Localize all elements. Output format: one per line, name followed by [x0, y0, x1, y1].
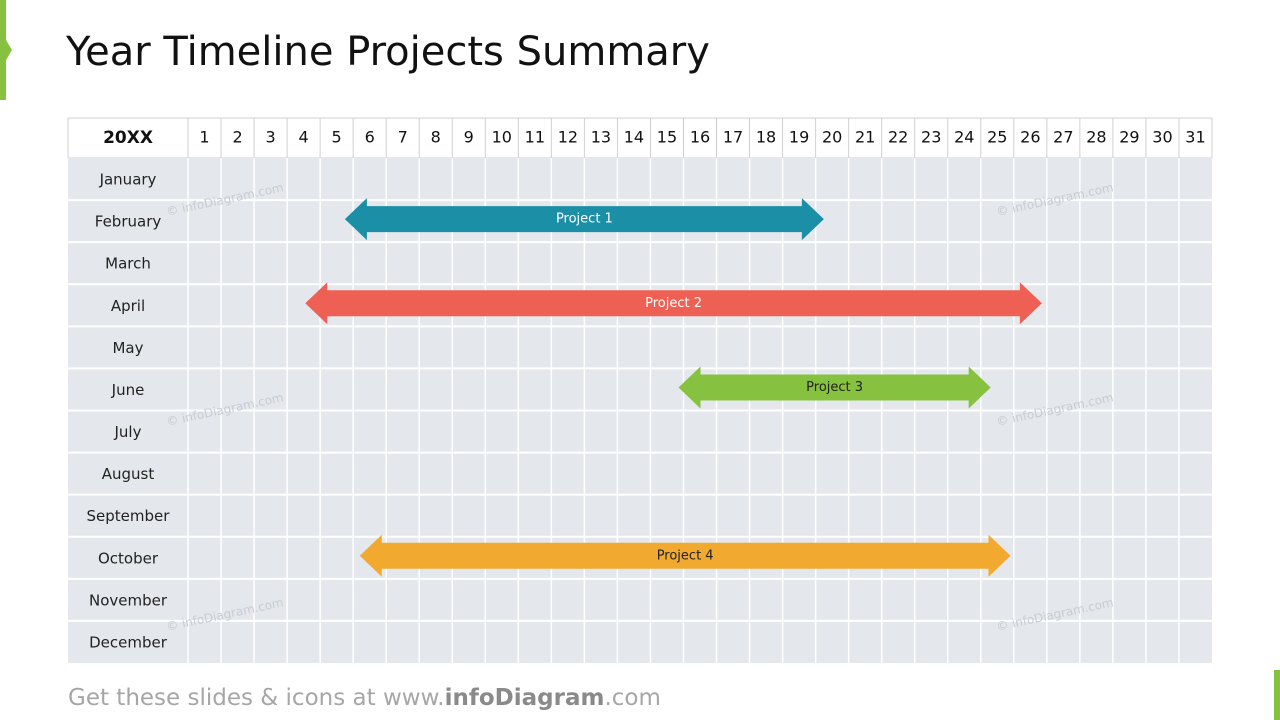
- day-label: 6: [365, 128, 375, 147]
- footer-brand: infoDiagram: [445, 685, 605, 711]
- day-label: 1: [199, 128, 209, 147]
- day-label: 14: [624, 128, 644, 147]
- footer: Get these slides & icons at www.infoDiag…: [68, 685, 661, 711]
- slide-title: Year Timeline Projects Summary: [65, 29, 710, 75]
- day-label: 3: [265, 128, 275, 147]
- month-label: August: [102, 465, 155, 483]
- day-label: 27: [1053, 128, 1073, 147]
- timeline-table: 20XX 1 2 3 4 5 6 7 8 9 10 11 12 13 14 15 16 17 18 19 20 21 22 2…: [67, 117, 1213, 663]
- accent-tip: [6, 40, 12, 60]
- day-label: 11: [525, 128, 545, 147]
- month-label: March: [105, 255, 151, 273]
- day-label: 26: [1020, 128, 1040, 147]
- day-label: 24: [954, 128, 974, 147]
- day-label: 10: [492, 128, 512, 147]
- project-label: Project 3: [806, 380, 863, 395]
- day-label: 2: [232, 128, 242, 147]
- day-label: 20: [822, 128, 842, 147]
- month-label: April: [111, 297, 145, 315]
- month-label: February: [95, 213, 162, 231]
- month-label: November: [89, 591, 168, 609]
- day-label: 29: [1119, 128, 1139, 147]
- day-label: 17: [723, 128, 743, 147]
- month-label: January: [99, 171, 157, 189]
- project-label: Project 4: [657, 548, 714, 563]
- accent-bar: [0, 0, 6, 100]
- day-label: 21: [855, 128, 875, 147]
- day-label: 8: [431, 128, 441, 147]
- footer-text: .com: [604, 685, 660, 711]
- month-label: September: [87, 507, 171, 525]
- accent-bar: [1274, 670, 1280, 720]
- day-label: 5: [332, 128, 342, 147]
- day-label: 19: [789, 128, 809, 147]
- day-label: 22: [888, 128, 908, 147]
- year-label: 20XX: [103, 128, 153, 148]
- day-label: 12: [558, 128, 578, 147]
- project-label: Project 2: [645, 296, 702, 311]
- day-label: 16: [690, 128, 710, 147]
- project-label: Project 1: [556, 212, 613, 227]
- month-label: June: [111, 381, 145, 399]
- day-label: 25: [987, 128, 1007, 147]
- project-arrow: [678, 366, 991, 409]
- project-arrow: [359, 534, 1011, 577]
- day-label: 13: [591, 128, 611, 147]
- month-label: December: [89, 633, 168, 651]
- day-label: 31: [1185, 128, 1205, 147]
- month-label: October: [98, 549, 159, 567]
- day-label: 4: [299, 128, 309, 147]
- project-arrow: [344, 198, 824, 241]
- day-label: 15: [657, 128, 677, 147]
- day-label: 9: [464, 128, 474, 147]
- project-arrow: [305, 282, 1042, 325]
- day-label: 28: [1086, 128, 1106, 147]
- day-label: 18: [756, 128, 776, 147]
- day-label: 7: [398, 128, 408, 147]
- day-label: 23: [921, 128, 941, 147]
- footer-text: Get these slides & icons at www.: [68, 685, 445, 711]
- day-label: 30: [1152, 128, 1172, 147]
- month-label: May: [112, 339, 143, 357]
- month-label: July: [114, 423, 142, 441]
- header-row: [67, 117, 1213, 159]
